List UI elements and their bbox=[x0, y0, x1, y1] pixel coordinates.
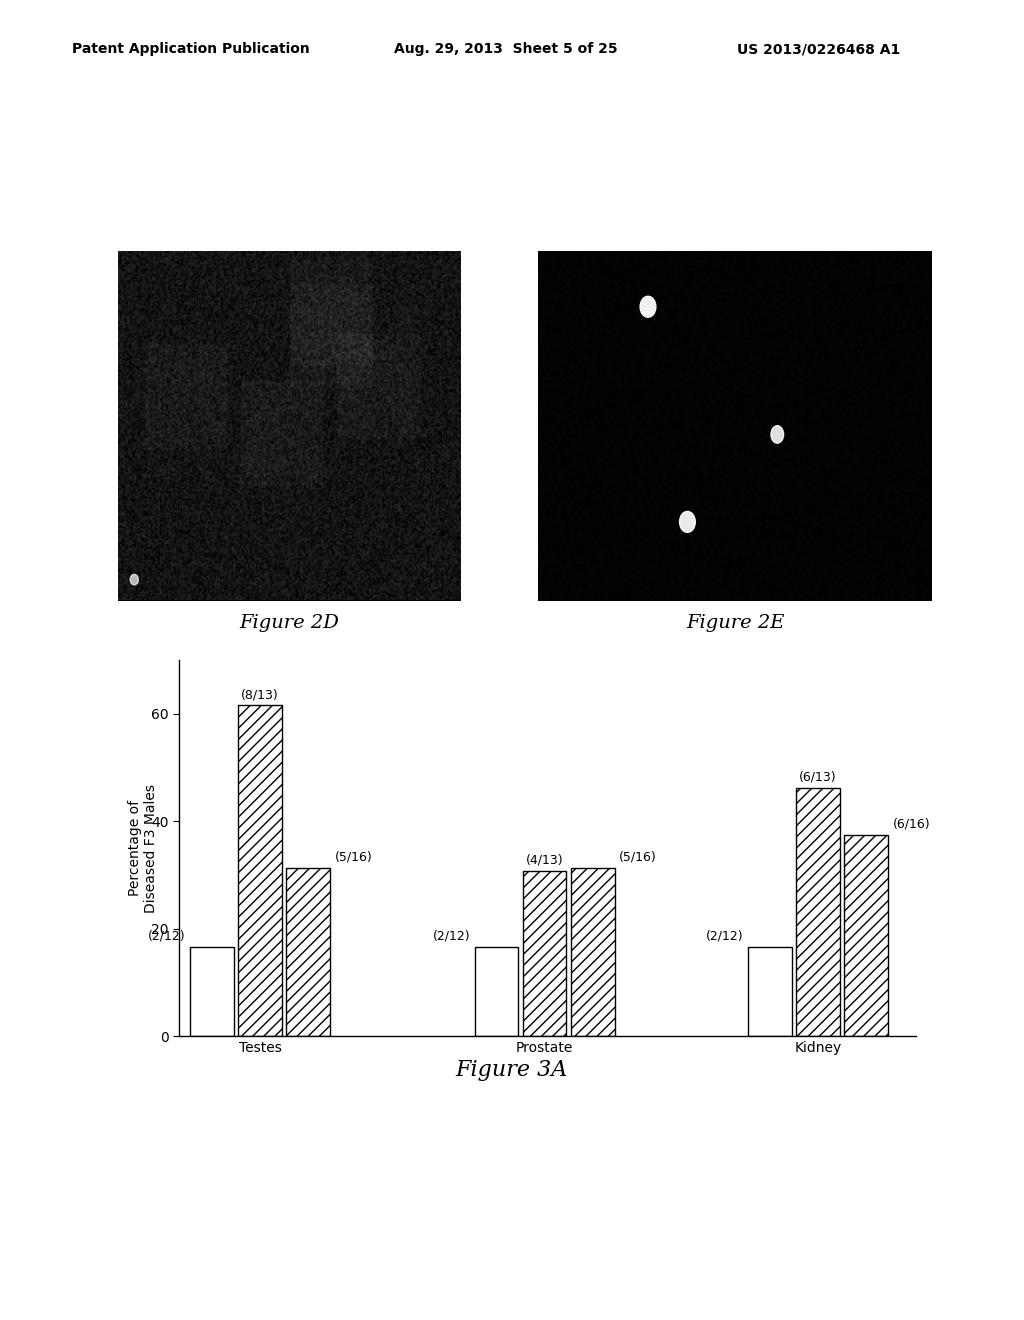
Text: (6/16): (6/16) bbox=[892, 817, 930, 830]
Bar bbox=[287, 869, 330, 1036]
Text: (2/12): (2/12) bbox=[706, 929, 743, 942]
Bar bbox=[748, 946, 792, 1036]
Text: Figure 2E: Figure 2E bbox=[686, 614, 784, 632]
Text: Figure 2D: Figure 2D bbox=[239, 614, 339, 632]
Y-axis label: Percentage of
Diseased F3 Males: Percentage of Diseased F3 Males bbox=[128, 784, 158, 912]
Ellipse shape bbox=[640, 296, 656, 317]
Text: (6/13): (6/13) bbox=[799, 771, 837, 784]
Text: (4/13): (4/13) bbox=[525, 854, 563, 866]
Bar bbox=[796, 788, 840, 1036]
Ellipse shape bbox=[680, 511, 695, 532]
Bar bbox=[844, 834, 888, 1036]
Ellipse shape bbox=[771, 425, 783, 444]
Bar bbox=[239, 705, 282, 1036]
Bar bbox=[190, 946, 233, 1036]
Text: (5/16): (5/16) bbox=[618, 851, 656, 865]
Text: (2/12): (2/12) bbox=[432, 929, 470, 942]
Text: (2/12): (2/12) bbox=[148, 929, 185, 942]
Bar bbox=[570, 869, 614, 1036]
Text: US 2013/0226468 A1: US 2013/0226468 A1 bbox=[737, 42, 900, 57]
Text: Aug. 29, 2013  Sheet 5 of 25: Aug. 29, 2013 Sheet 5 of 25 bbox=[394, 42, 617, 57]
Text: Figure 3A: Figure 3A bbox=[456, 1059, 568, 1081]
Text: (5/16): (5/16) bbox=[335, 851, 373, 865]
Bar bbox=[474, 946, 518, 1036]
Circle shape bbox=[130, 574, 138, 585]
Text: Patent Application Publication: Patent Application Publication bbox=[72, 42, 309, 57]
Bar bbox=[522, 871, 566, 1036]
Text: (8/13): (8/13) bbox=[242, 688, 279, 701]
